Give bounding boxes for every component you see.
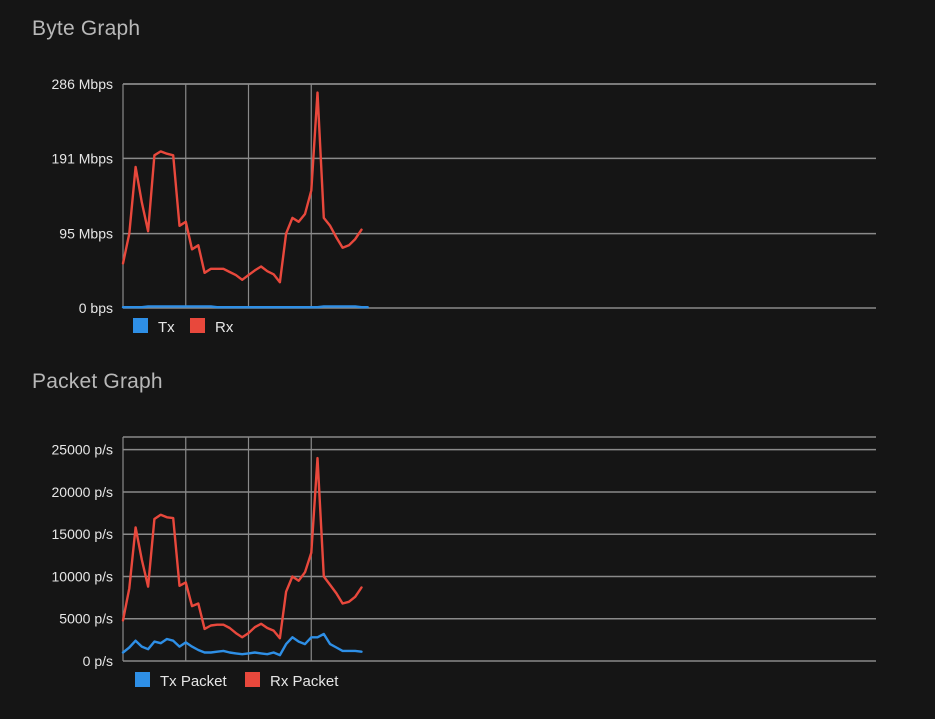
byte-legend-swatch-rx[interactable] <box>190 318 205 333</box>
byte-legend-label[interactable]: Tx <box>158 319 175 336</box>
byte-series-tx-line <box>121 305 369 309</box>
packet-y-tick-label: 20000 p/s <box>52 484 114 500</box>
byte-graph-chart: 0 bps 95 Mbps 191 Mbps 286 Mbps Tx Rx <box>52 76 876 336</box>
byte-legend-swatch-tx[interactable] <box>133 318 148 333</box>
packet-legend-swatch-tx-packet[interactable] <box>135 672 150 687</box>
byte-y-tick-label: 286 Mbps <box>52 76 113 92</box>
byte-y-tick-label: 95 Mbps <box>59 226 113 242</box>
byte-y-tick-label: 191 Mbps <box>52 150 113 166</box>
packet-legend-swatch-rx-packet[interactable] <box>245 672 260 687</box>
byte-legend-label[interactable]: Rx <box>215 319 234 336</box>
byte-graph-title: Byte Graph <box>32 17 141 40</box>
packet-y-tick-label: 0 p/s <box>83 653 113 669</box>
packet-series-tx-packet-line <box>121 632 363 657</box>
packet-legend-label[interactable]: Rx Packet <box>270 673 339 690</box>
packet-y-tick-label: 10000 p/s <box>52 568 114 584</box>
packet-series-rx-packet-line <box>121 456 363 640</box>
byte-series-rx-line <box>121 91 363 284</box>
packet-y-tick-label: 15000 p/s <box>52 526 114 542</box>
packet-y-tick-label: 25000 p/s <box>52 442 114 458</box>
packet-graph-title: Packet Graph <box>32 370 163 393</box>
byte-y-tick-label: 0 bps <box>79 300 113 316</box>
packet-legend-label[interactable]: Tx Packet <box>160 673 228 690</box>
packet-y-tick-label: 5000 p/s <box>59 611 113 627</box>
